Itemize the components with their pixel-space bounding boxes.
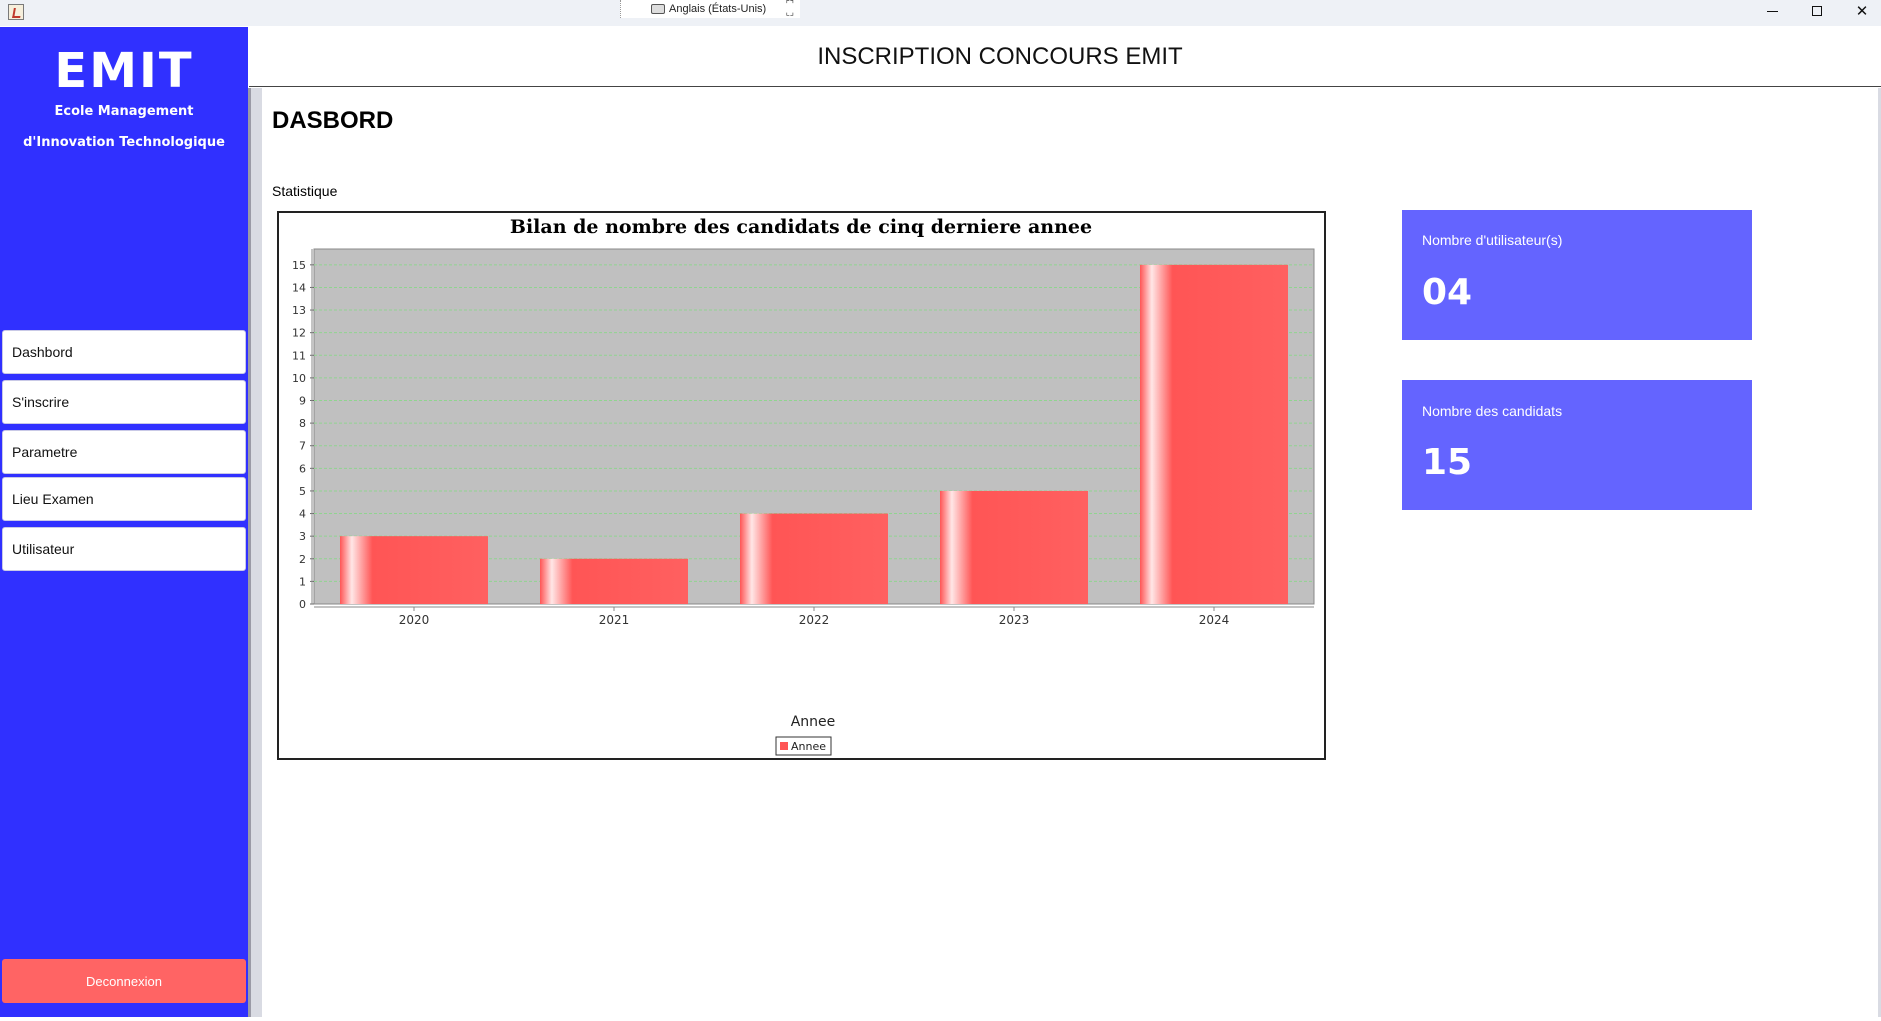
sidebar-item-users[interactable]: Utilisateur — [2, 527, 246, 571]
page-title: DASBORD — [272, 107, 394, 134]
sidebar-item-dashboard[interactable]: Dashbord — [2, 330, 246, 374]
sidebar-item-settings[interactable]: Parametre — [2, 430, 246, 474]
bar-2022 — [740, 513, 888, 604]
logout-label: Deconnexion — [86, 973, 162, 989]
logo: EMIT — [54, 43, 194, 99]
content-gutter — [248, 88, 262, 1017]
sidebar: EMIT Ecole Management d'Innovation Techn… — [0, 27, 248, 1017]
sidebar-item-register[interactable]: S'inscrire — [2, 380, 246, 424]
candidates-count-value: 15 — [1422, 442, 1473, 483]
y-tick-label: 6 — [299, 462, 306, 475]
y-tick-label: 7 — [299, 440, 306, 453]
y-tick-label: 13 — [292, 304, 306, 317]
users-count-value: 04 — [1422, 272, 1473, 313]
legend-entry: Annee — [791, 740, 826, 753]
chart-title: Bilan de nombre des candidats de cinq de… — [510, 216, 1092, 238]
school-name-line2: d'Innovation Technologique — [23, 135, 225, 150]
chart-panel: Bilan de nombre des candidats de cinq de… — [277, 211, 1326, 760]
y-tick-label: 8 — [299, 417, 306, 430]
maximize-button[interactable] — [1795, 0, 1839, 22]
sidebar-item-label: Lieu Examen — [12, 491, 94, 507]
sidebar-item-label: Utilisateur — [12, 541, 75, 557]
x-tick-label: 2024 — [1199, 613, 1230, 627]
y-tick-label: 10 — [292, 372, 306, 385]
school-name-line1: Ecole Management — [54, 104, 194, 119]
y-tick-label: 2 — [299, 553, 306, 566]
close-icon: ✕ — [1855, 3, 1869, 20]
candidates-count-label: Nombre des candidats — [1422, 403, 1563, 419]
x-tick-label: 2022 — [799, 613, 830, 627]
y-tick-label: 11 — [292, 349, 306, 362]
y-tick-label: 14 — [292, 281, 306, 294]
chart-legend: Annee — [775, 736, 832, 756]
y-tick-label: 1 — [299, 575, 306, 588]
sidebar-item-exam-location[interactable]: Lieu Examen — [2, 477, 246, 521]
content-edge — [1878, 88, 1881, 1017]
bar-2020 — [340, 536, 488, 604]
ime-expand-icon[interactable]: ⌜⌝ ⌞⌟ — [785, 0, 794, 17]
y-tick-label: 3 — [299, 530, 306, 543]
y-tick-label: 4 — [299, 508, 306, 521]
y-tick-label: 9 — [299, 394, 306, 407]
users-count-card: Nombre d'utilisateur(s) 04 — [1402, 210, 1752, 340]
ime-language-label: Anglais (États-Unis) — [669, 3, 767, 15]
y-tick-label: 5 — [299, 485, 306, 498]
logout-button[interactable]: Deconnexion — [2, 959, 246, 1003]
sidebar-item-label: S'inscrire — [12, 394, 70, 410]
bar-chart: Bilan de nombre des candidats de cinq de… — [292, 216, 1315, 756]
y-tick-label: 0 — [299, 598, 306, 611]
x-tick-label: 2021 — [599, 613, 630, 627]
close-button[interactable]: ✕ — [1840, 0, 1881, 22]
sidebar-item-label: Dashbord — [12, 344, 73, 360]
ime-language-bar[interactable]: Anglais (États-Unis) ⌜⌝ ⌞⌟ — [620, 0, 800, 18]
y-tick-label: 12 — [292, 327, 306, 340]
header-title: INSCRIPTION CONCOURS EMIT — [817, 42, 1183, 70]
window-titlebar: Anglais (États-Unis) ⌜⌝ ⌞⌟ ✕ — [0, 0, 1881, 26]
header: INSCRIPTION CONCOURS EMIT — [249, 27, 1881, 87]
bar-2021 — [540, 558, 688, 604]
x-tick-label: 2023 — [999, 613, 1030, 627]
minimize-button[interactable] — [1750, 0, 1794, 22]
x-axis-label: Annee — [791, 714, 836, 730]
bar-2023 — [940, 490, 1088, 604]
x-tick-label: 2020 — [399, 613, 430, 627]
maximize-icon — [1812, 6, 1822, 16]
y-tick-label: 15 — [292, 259, 306, 272]
minimize-icon — [1766, 10, 1778, 12]
candidates-count-card: Nombre des candidats 15 — [1402, 380, 1752, 510]
bar-2024 — [1140, 264, 1288, 604]
legend-box — [775, 736, 832, 756]
legend-swatch — [780, 742, 788, 750]
keyboard-icon — [651, 4, 665, 14]
sidebar-item-label: Parametre — [12, 444, 78, 460]
users-count-label: Nombre d'utilisateur(s) — [1422, 232, 1563, 248]
section-label: Statistique — [272, 183, 338, 199]
java-app-icon — [8, 4, 24, 20]
